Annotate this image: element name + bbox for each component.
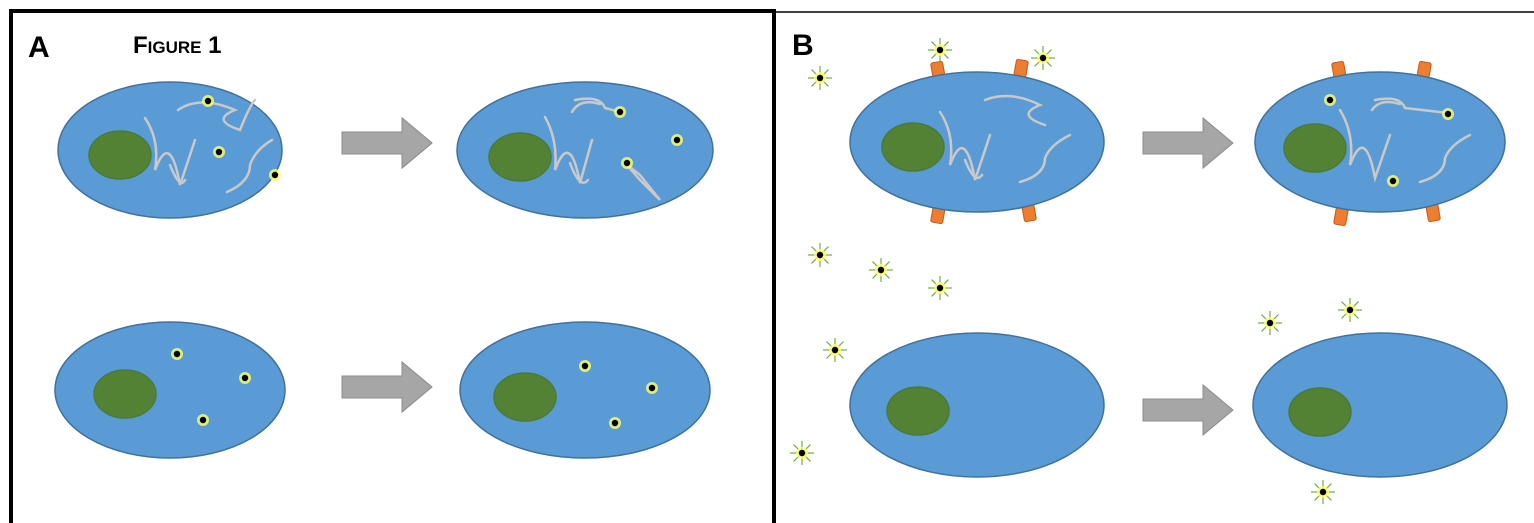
particle [1327, 97, 1333, 103]
particle [1390, 178, 1396, 184]
nucleus [494, 373, 556, 421]
particle [1267, 320, 1273, 326]
particle [832, 347, 838, 353]
particle [1320, 489, 1326, 495]
arrow [342, 362, 432, 412]
particle [582, 363, 588, 369]
particle [272, 172, 278, 178]
figure: A Figure 1 B [0, 0, 1534, 523]
nucleus [887, 387, 949, 435]
particle [937, 47, 943, 53]
particle [205, 98, 211, 104]
particle [612, 420, 618, 426]
arrow [1143, 385, 1233, 435]
panel-label: B [792, 29, 814, 62]
figure-title: Figure 1 [133, 32, 222, 59]
nucleus [1284, 124, 1346, 172]
particle [817, 75, 823, 81]
particle [878, 267, 884, 273]
particle [937, 285, 943, 291]
particle [674, 137, 680, 143]
artwork [55, 38, 1507, 504]
panel-label: A [28, 31, 50, 64]
particle [817, 252, 823, 258]
cell [55, 322, 285, 458]
arrow [342, 118, 432, 168]
nucleus [882, 123, 944, 171]
particle [617, 109, 623, 115]
particle [174, 351, 180, 357]
particle [1040, 55, 1046, 61]
particle [216, 149, 222, 155]
particle [799, 450, 805, 456]
particle [242, 375, 248, 381]
particle [649, 385, 655, 391]
particle [1347, 307, 1353, 313]
particle [624, 160, 630, 166]
particle [1445, 111, 1451, 117]
nucleus [1289, 388, 1351, 436]
particle [200, 417, 206, 423]
nucleus [489, 133, 551, 181]
nucleus [89, 131, 151, 179]
nucleus [94, 370, 156, 418]
arrow [1143, 118, 1233, 168]
